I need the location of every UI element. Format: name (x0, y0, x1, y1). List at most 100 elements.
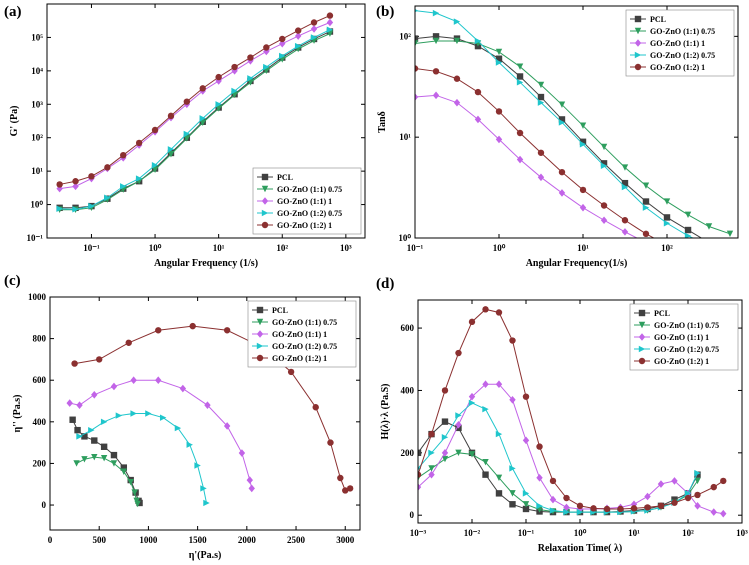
marker (246, 476, 253, 484)
x-tick-label: 3000 (336, 535, 355, 545)
marker (549, 495, 557, 504)
marker (326, 26, 334, 33)
marker (135, 175, 143, 182)
plot-area (418, 306, 727, 518)
marker (261, 221, 269, 229)
marker (231, 63, 238, 71)
marker (56, 205, 63, 212)
x-tick-label: 2500 (287, 535, 306, 545)
marker (634, 63, 642, 71)
marker (537, 93, 545, 101)
marker (256, 354, 264, 362)
marker (110, 451, 118, 459)
marker (642, 204, 650, 211)
panel: (c) 0 500 1000 1500 2000 2500 3000 0 200 400 600 800… (4, 273, 361, 561)
marker (495, 108, 503, 115)
marker (261, 173, 269, 181)
series-line (59, 15, 331, 185)
marker (215, 101, 222, 108)
marker (537, 173, 545, 182)
y-tick-label: 10² (399, 31, 411, 41)
marker (223, 327, 231, 334)
legend-label: GO-ZnO (1:1) 1 (650, 39, 705, 48)
marker (120, 151, 127, 159)
x-axis-title: η'(Pa.s) (189, 550, 222, 561)
marker (145, 410, 152, 417)
marker (127, 478, 134, 486)
marker (96, 356, 103, 363)
marker (720, 477, 727, 485)
marker (684, 490, 692, 497)
marker (474, 37, 482, 45)
marker (125, 339, 132, 346)
marker (81, 456, 88, 463)
marker (509, 396, 516, 404)
marker (415, 9, 419, 13)
marker (72, 178, 79, 185)
y-axis-title: H(λ)·λ (Pa.S) (380, 384, 391, 440)
y-tick-label: 800 (33, 334, 47, 344)
marker (685, 253, 691, 261)
marker (294, 32, 302, 40)
y-tick-label: 0 (42, 500, 47, 510)
legend-label: GO-ZnO (1:1) 0.75 (277, 185, 342, 194)
legend: PCL GO-ZnO (1:1) 0.75 GO-ZnO (1:1) 1 GO-ZnO… (252, 167, 362, 235)
marker (710, 483, 717, 491)
marker (590, 505, 597, 512)
series-line (415, 10, 695, 238)
marker (642, 198, 650, 205)
marker (74, 426, 81, 434)
series-line (415, 40, 731, 235)
x-tick-label: 10⁰ (493, 243, 506, 253)
marker (694, 469, 701, 477)
marker (312, 404, 319, 411)
marker (558, 189, 566, 197)
marker (600, 202, 608, 209)
marker (441, 455, 449, 463)
marker (495, 380, 503, 389)
marker (657, 480, 665, 488)
marker (579, 138, 587, 145)
marker (537, 81, 545, 89)
marker (418, 471, 422, 478)
marker (441, 418, 449, 425)
marker (428, 470, 435, 479)
marker (91, 453, 98, 461)
marker (453, 75, 461, 82)
marker (474, 115, 482, 124)
marker (634, 27, 642, 35)
marker (256, 342, 264, 350)
marker (441, 449, 449, 457)
y-tick-label: 10¹ (399, 132, 411, 142)
marker (663, 198, 671, 205)
marker (495, 430, 503, 438)
marker (287, 368, 295, 376)
x-tick-label: 10⁰ (149, 243, 162, 253)
marker (576, 502, 584, 510)
marker (120, 468, 128, 475)
series-line (415, 94, 639, 238)
marker (522, 501, 530, 508)
marker (247, 79, 254, 86)
marker (509, 490, 516, 497)
marker (621, 164, 629, 171)
marker (100, 443, 108, 450)
marker (579, 141, 587, 148)
marker (453, 98, 461, 107)
marker (215, 105, 222, 112)
marker (279, 52, 286, 60)
marker (537, 99, 545, 106)
marker (482, 405, 489, 413)
marker (644, 492, 651, 501)
marker (155, 376, 162, 385)
plot-area (56, 12, 334, 213)
marker (516, 79, 524, 86)
marker (706, 257, 712, 265)
marker (509, 337, 516, 344)
marker (576, 508, 584, 516)
x-tick-label: 10² (682, 528, 694, 538)
marker (727, 260, 733, 268)
marker (256, 318, 264, 326)
marker (455, 420, 462, 429)
plot-frame (414, 5, 739, 239)
